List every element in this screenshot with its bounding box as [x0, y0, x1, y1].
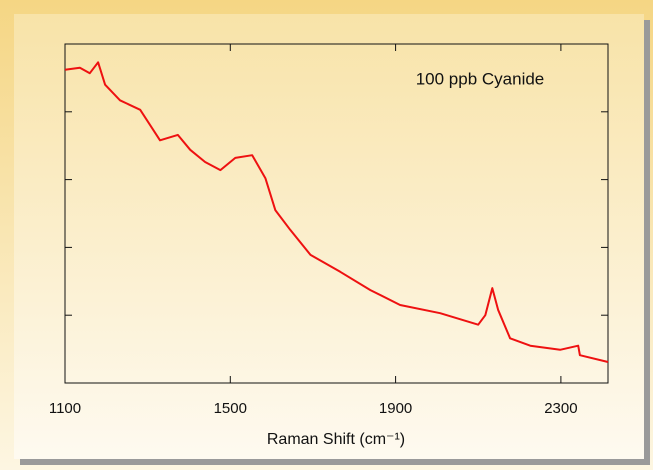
- panel: [14, 14, 644, 459]
- x-tick-label: 2300: [544, 400, 577, 417]
- spectrum-line: [64, 61, 609, 363]
- annotation: 100 ppb Cyanide: [416, 69, 545, 88]
- x-tick-label: 1500: [214, 400, 247, 417]
- x-tick-label: 1100: [49, 400, 81, 417]
- plot-frame: [64, 43, 609, 384]
- x-axis-label: Raman Shift (cm⁻¹): [267, 431, 405, 448]
- x-tick-label: 1900: [379, 400, 412, 417]
